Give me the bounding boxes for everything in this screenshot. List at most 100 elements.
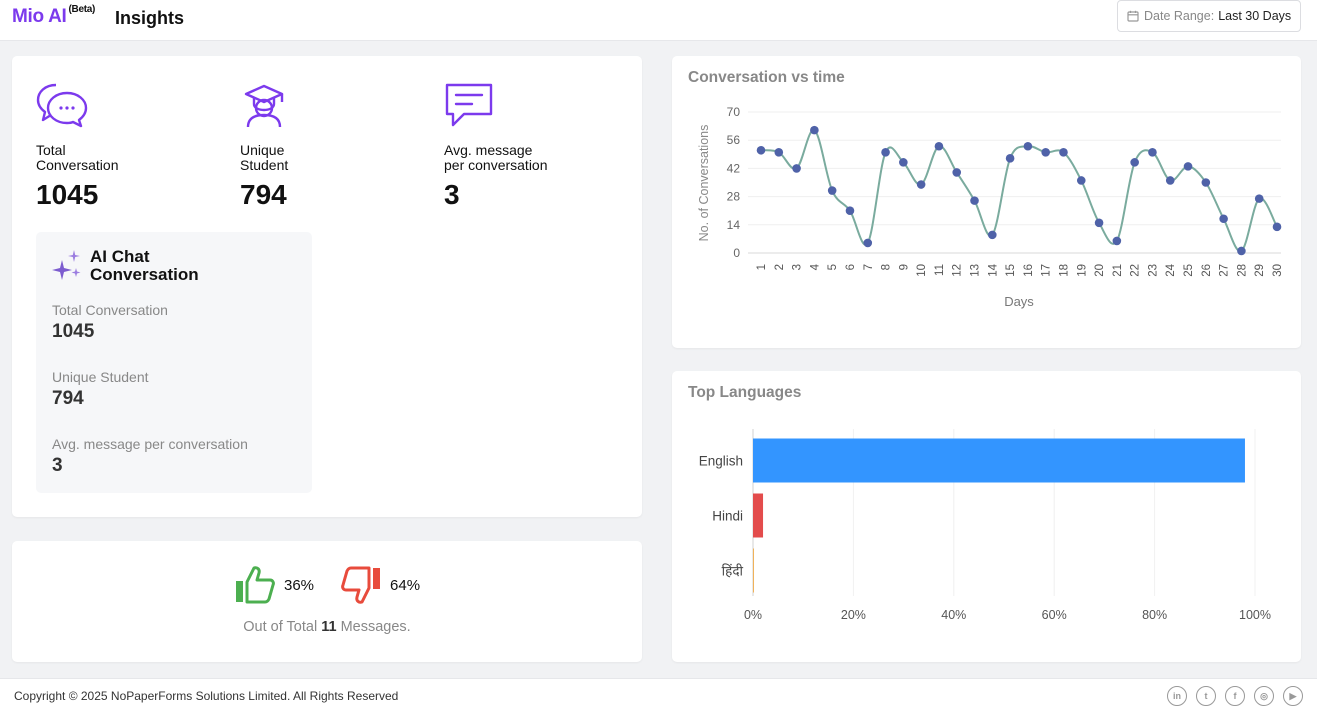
stat-unique-student: Unique Student 794 [240, 82, 420, 211]
data-point[interactable] [827, 186, 837, 195]
thumbs-down-icon [341, 566, 381, 604]
data-point[interactable] [792, 164, 801, 173]
data-point[interactable] [1041, 147, 1050, 157]
ai-item-label: Avg. message per conversation [52, 436, 248, 452]
feedback-total-suffix: Messages. [340, 619, 411, 635]
youtube-icon[interactable]: ▶ [1283, 686, 1303, 706]
data-point[interactable] [1112, 236, 1122, 246]
x-tick-label: 80% [1142, 608, 1167, 622]
data-point[interactable] [1201, 178, 1211, 187]
linkedin-icon[interactable]: in [1167, 686, 1187, 706]
x-tick-label: 22 [1130, 264, 1142, 277]
data-point[interactable] [1165, 176, 1175, 185]
instagram-icon[interactable]: ◎ [1254, 686, 1274, 706]
languages-bar-chart: 0% 20% 40% 60% 80% 100% English Hindi हिंदी [699, 429, 1271, 622]
x-tick-label: 8 [881, 264, 893, 270]
y-axis-label: No. of Conversations [697, 125, 711, 242]
bar-chart-title: Top Languages [688, 384, 802, 401]
y-tick-label: 28 [727, 190, 741, 204]
ai-item-unique-student: Unique Student 794 [52, 369, 149, 410]
data-point[interactable] [934, 141, 944, 151]
data-point[interactable] [810, 125, 819, 135]
top-bar: Mio AI (Beta) Insights Date Range: Last 3… [0, 0, 1317, 41]
feedback-row: 36% 64% [234, 565, 446, 605]
copyright-text: Copyright © 2025 NoPaperForms Solutions … [14, 689, 399, 703]
data-point[interactable] [774, 147, 784, 157]
x-tick-label: 18 [1058, 264, 1070, 277]
x-tick-label: 0% [744, 608, 762, 622]
x-tick-label: 19 [1076, 264, 1088, 277]
x-tick-label: 23 [1147, 264, 1159, 277]
sparkles-icon [52, 250, 81, 280]
x-tick-label: 5 [827, 264, 839, 270]
data-point[interactable] [1059, 147, 1068, 157]
x-tick-label: 20% [841, 608, 866, 622]
facebook-icon[interactable]: f [1225, 686, 1245, 706]
data-point[interactable] [1130, 158, 1139, 167]
data-point[interactable] [916, 180, 926, 189]
data-point[interactable] [1183, 162, 1193, 171]
feedback-total: Out of Total 11 Messages. [12, 619, 642, 635]
data-point[interactable] [1005, 154, 1015, 163]
beta-badge: (Beta) [68, 3, 96, 15]
date-range-label: Date Range: [1144, 9, 1215, 23]
data-point[interactable] [1237, 246, 1246, 256]
stat-avg-message: Avg. message per conversation 3 [444, 82, 624, 211]
x-tick-label: 30 [1272, 264, 1284, 277]
x-tick-label: 1 [756, 264, 768, 270]
stat-label: Avg. message per conversation [444, 142, 548, 173]
x-tick-label: 2 [774, 264, 786, 270]
data-point[interactable] [1076, 176, 1086, 185]
data-point[interactable] [1148, 147, 1157, 157]
ai-item-label: Total Conversation [52, 302, 168, 318]
social-links: in t f ◎ ▶ [1167, 686, 1303, 706]
data-point[interactable] [1219, 214, 1228, 224]
data-point[interactable] [1094, 218, 1104, 228]
x-tick-label: 7 [863, 264, 875, 270]
data-point[interactable] [845, 206, 855, 215]
y-tick-label: 70 [727, 105, 741, 119]
twitter-icon[interactable]: t [1196, 686, 1216, 706]
stat-value: 3 [444, 179, 460, 210]
message-icon [445, 83, 493, 127]
bar[interactable] [753, 493, 764, 538]
x-tick-label: 13 [970, 264, 982, 277]
data-point[interactable] [756, 145, 766, 155]
x-tick-label: 100% [1239, 608, 1271, 622]
stat-total-conversation: Total Conversation 1045 [36, 82, 216, 211]
bar[interactable] [753, 438, 1245, 483]
negative-percentage: 64% [390, 576, 421, 594]
x-tick-label: 21 [1112, 264, 1124, 277]
data-point[interactable] [899, 158, 908, 167]
data-point[interactable] [970, 196, 979, 205]
x-tick-label: 20 [1094, 264, 1106, 277]
conversation-vs-time-card: Conversation vs time 0 14 28 42 56 70 1 2 3 4 5 6 7 8… [672, 56, 1301, 348]
brand-logo[interactable]: Mio AI (Beta) [12, 3, 96, 28]
bar[interactable] [753, 548, 755, 593]
data-point[interactable] [988, 230, 997, 240]
stats-card: Total Conversation 1045 Unique Student 7… [12, 56, 642, 517]
data-point[interactable] [1254, 194, 1264, 203]
category-label: हिंदी [722, 563, 744, 579]
feedback-total-prefix: Out of Total [243, 619, 318, 635]
date-range-value: Last 30 Days [1218, 9, 1292, 23]
data-point[interactable] [952, 168, 962, 177]
series-line [760, 129, 1278, 253]
data-point[interactable] [881, 147, 890, 157]
line-chart-title: Conversation vs time [688, 69, 845, 86]
thumbs-up-icon [236, 566, 275, 604]
data-point[interactable] [863, 238, 873, 248]
date-range-button[interactable]: Date Range: Last 30 Days [1117, 0, 1301, 32]
x-tick-label: 10 [916, 264, 928, 277]
y-tick-label: 14 [727, 218, 741, 232]
ai-item-value: 794 [52, 388, 84, 409]
ai-item-value: 3 [52, 455, 63, 476]
positive-percentage: 36% [284, 576, 315, 594]
ai-chat-title: AI Chat Conversation [90, 247, 199, 284]
data-point[interactable] [1023, 141, 1033, 151]
ai-chat-box: AI Chat Conversation Total Conversation … [36, 232, 312, 493]
x-tick-label: 16 [1023, 264, 1035, 277]
data-point[interactable] [1272, 222, 1282, 232]
y-tick-label: 42 [727, 161, 741, 175]
ai-item-value: 1045 [52, 321, 95, 342]
